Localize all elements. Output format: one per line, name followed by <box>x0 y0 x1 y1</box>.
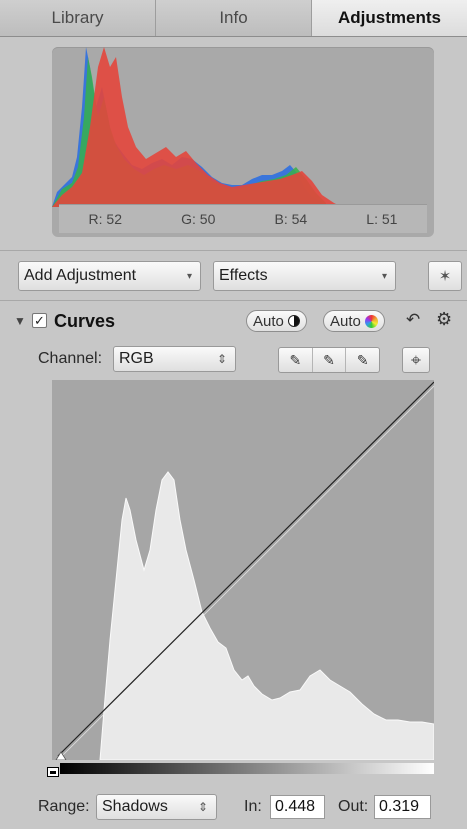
auto-contrast-button[interactable]: Auto <box>246 310 307 332</box>
histogram-panel: R: 52 G: 50 B: 54 L: 51 <box>52 47 434 237</box>
reset-icon[interactable]: ↶ <box>406 310 421 329</box>
eyedropper-group: ✎ ✎ ✎ <box>278 347 380 373</box>
disclosure-triangle-icon[interactable]: ▼ <box>14 314 26 328</box>
tone-gradient-bar <box>60 763 434 774</box>
tab-library[interactable]: Library <box>0 0 156 36</box>
add-adjustment-label: Add Adjustment <box>24 267 137 284</box>
curve-endpoint[interactable] <box>55 751 67 760</box>
range-value: Shadows <box>102 798 168 815</box>
rgb-readout: R: 52 G: 50 B: 54 L: 51 <box>59 204 427 233</box>
channel-label: Channel: <box>38 350 103 367</box>
color-wheel-icon <box>364 314 378 328</box>
channel-select[interactable]: RGB ⇕ <box>113 346 236 372</box>
curves-title: Curves <box>54 311 116 331</box>
effects-dropdown[interactable]: Effects ▾ <box>213 261 396 291</box>
quick-fix-button[interactable]: ✶ <box>428 261 462 291</box>
channel-value: RGB <box>119 350 154 367</box>
curve-line-shadow <box>59 385 434 759</box>
range-select[interactable]: Shadows ⇕ <box>96 794 217 820</box>
tab-info[interactable]: Info <box>156 0 312 36</box>
auto-contrast-label: Auto <box>253 312 284 330</box>
in-label: In: <box>244 798 262 815</box>
blue-value: B: 54 <box>274 211 308 227</box>
luminance-value: L: 51 <box>366 211 398 227</box>
chevron-down-icon: ▾ <box>186 270 192 282</box>
tab-adjustments[interactable]: Adjustments <box>312 0 467 36</box>
auto-color-button[interactable]: Auto <box>323 310 385 332</box>
magic-wand-icon: ✶ <box>438 268 452 285</box>
add-adjustment-dropdown[interactable]: Add Adjustment ▾ <box>18 261 201 291</box>
in-value-field[interactable] <box>270 795 325 819</box>
eyedropper-gray-icon[interactable]: ✎ <box>313 348 347 372</box>
effects-label: Effects <box>219 267 268 284</box>
gear-icon[interactable]: ⚙ <box>436 309 453 329</box>
curves-svg[interactable] <box>52 380 434 760</box>
green-value: G: 50 <box>181 211 216 227</box>
crosshair-icon: ⌖ <box>410 349 422 370</box>
curves-header: ▼ ✓ Curves Auto Auto ↶ ⚙ <box>14 309 464 337</box>
out-value-field[interactable] <box>374 795 431 819</box>
curves-graph[interactable] <box>52 380 434 760</box>
curve-line[interactable] <box>57 381 434 757</box>
red-value: R: 52 <box>88 211 123 227</box>
stepper-icon: ⇕ <box>216 352 227 366</box>
stepper-icon: ⇕ <box>197 800 208 814</box>
contrast-icon <box>287 315 300 327</box>
black-point-slider[interactable] <box>47 767 59 777</box>
out-label: Out: <box>338 798 369 815</box>
chevron-down-icon: ▾ <box>381 270 387 282</box>
range-label: Range: <box>38 798 90 815</box>
eyedropper-white-icon[interactable]: ✎ <box>356 351 369 368</box>
divider <box>0 300 467 301</box>
luminance-histogram <box>99 471 434 760</box>
panel-tabs: Library Info Adjustments <box>0 0 467 37</box>
divider <box>0 250 467 251</box>
histogram-red <box>52 47 342 207</box>
curves-enabled-checkbox[interactable]: ✓ <box>32 313 47 328</box>
auto-color-label: Auto <box>330 312 361 330</box>
add-point-button[interactable]: ⌖ <box>402 347 430 373</box>
eyedropper-black-icon[interactable]: ✎ <box>279 348 313 372</box>
rgb-histogram <box>52 47 342 207</box>
